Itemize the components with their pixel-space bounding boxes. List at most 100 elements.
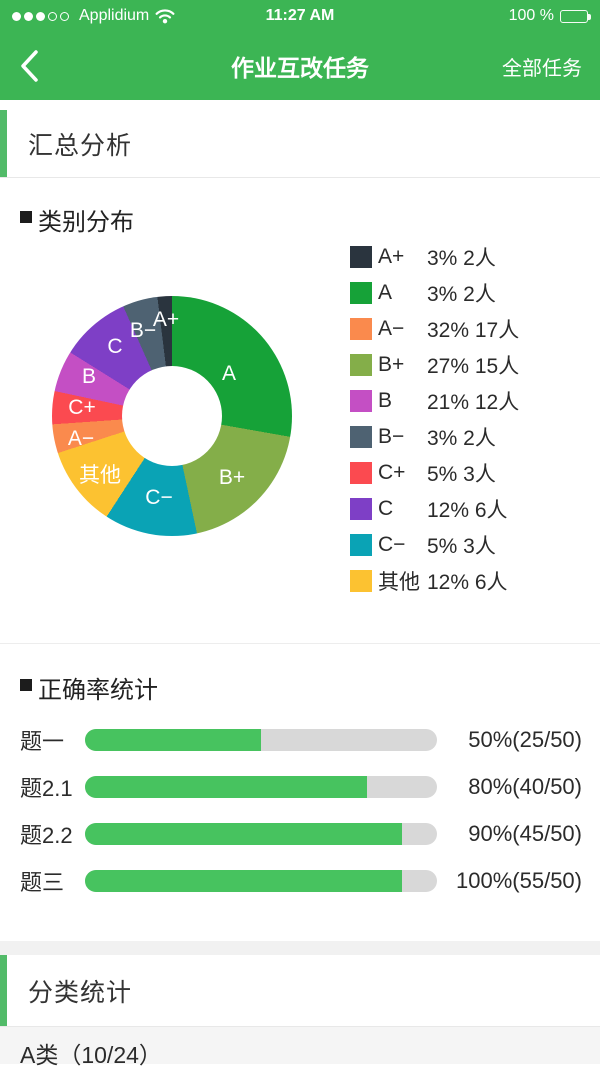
- pie-slice-label: B: [81, 365, 97, 388]
- battery-group: 100 %: [508, 7, 591, 25]
- battery-percent: 100 %: [508, 7, 554, 24]
- legend-item: C+ 5% 3人: [350, 461, 519, 486]
- legend-value: 5% 3人: [427, 535, 496, 558]
- legend-swatch: [350, 318, 372, 340]
- legend-swatch: [350, 390, 372, 412]
- accuracy-label: 题一: [20, 728, 65, 754]
- legend-value: 3% 2人: [427, 247, 496, 270]
- legend-swatch: [350, 354, 372, 376]
- pie-slice-label: A: [221, 362, 237, 385]
- class-list-item[interactable]: A类（10/24）: [0, 1027, 600, 1067]
- nav-bar: 作业互改任务 全部任务: [0, 32, 600, 100]
- legend-label: C: [378, 497, 394, 520]
- legend-value: 5% 3人: [427, 463, 496, 486]
- back-button[interactable]: [18, 49, 58, 83]
- progress-fill: [85, 728, 261, 751]
- accuracy-value: 80%(40/50): [468, 773, 582, 799]
- legend-value: 32% 17人: [427, 319, 520, 342]
- legend-item: A+ 3% 2人: [350, 245, 519, 270]
- accuracy-row: 题一 50%(25/50): [20, 716, 582, 763]
- legend-swatch: [350, 462, 372, 484]
- legend-value: 3% 2人: [427, 283, 496, 306]
- legend-value: 21% 12人: [427, 391, 520, 414]
- legend-label: B+: [378, 353, 405, 376]
- progress-track: [85, 728, 437, 751]
- legend-item: A 3% 2人: [350, 281, 519, 306]
- legend-value: 12% 6人: [427, 571, 508, 594]
- legend-label: B: [378, 389, 393, 412]
- signal-carrier-group: Applidium: [12, 7, 175, 25]
- pie-slice-label: A+: [152, 308, 180, 331]
- accuracy-label: 题三: [20, 869, 65, 895]
- legend-swatch: [350, 498, 372, 520]
- legend-item: B 21% 12人: [350, 389, 519, 414]
- accuracy-row: 题2.1 80%(40/50): [20, 763, 582, 810]
- chevron-left-icon: [18, 49, 40, 83]
- battery-icon: [560, 9, 591, 23]
- status-time: 11:27 AM: [265, 7, 335, 24]
- green-accent-bar: [0, 110, 7, 177]
- progress-fill: [85, 775, 367, 798]
- signal-dot-icon: [24, 11, 33, 21]
- chart-area: A+ A A− B+ B B− C+ C C− 其他 A+ 3% 2人 A 3% 2人 A− 32% 17人…: [0, 232, 600, 644]
- signal-dots-icon: [12, 11, 69, 21]
- pie-slice-label: B−: [129, 319, 157, 342]
- legend-item: B+ 27% 15人: [350, 353, 519, 378]
- carrier-label: Applidium: [79, 7, 150, 24]
- classification-section-header: 分类统计: [0, 955, 600, 1027]
- legend-swatch: [350, 282, 372, 304]
- wifi-icon: [155, 8, 175, 24]
- legend-item: 其他 12% 6人: [350, 570, 519, 594]
- legend-label: 其他: [378, 571, 420, 594]
- accuracy-value: 50%(25/50): [468, 726, 582, 752]
- status-bar: Applidium 11:27 AM 100 %: [0, 0, 600, 32]
- accuracy-row: 题2.2 90%(45/50): [20, 810, 582, 857]
- signal-dot-icon: [48, 11, 57, 21]
- legend-swatch: [350, 534, 372, 556]
- legend-label: A: [378, 281, 393, 304]
- progress-fill: [85, 869, 402, 892]
- progress-track: [85, 869, 437, 892]
- pie-slice-label: C−: [145, 486, 173, 509]
- accuracy-list: 题一 50%(25/50) 题2.1 80%(40/50) 题2.2 90%(45/50)…: [0, 700, 600, 904]
- category-title: 类别分布: [38, 209, 134, 236]
- summary-section-header: 汇总分析: [0, 110, 600, 178]
- progress-track: [85, 822, 437, 845]
- classification-title: 分类统计: [28, 978, 133, 1007]
- signal-dot-icon: [36, 11, 45, 21]
- summary-title: 汇总分析: [28, 131, 133, 160]
- accuracy-title: 正确率统计: [38, 677, 158, 704]
- class-item-label: A类（10/24）: [20, 1042, 162, 1067]
- accuracy-value: 100%(55/50): [456, 867, 582, 893]
- pie-slice-label: A−: [67, 427, 95, 450]
- pie-slice-label: 其他: [79, 464, 121, 487]
- pie-legend: A+ 3% 2人 A 3% 2人 A− 32% 17人 B+ 27% 15人 B 21% 12人 B…: [350, 245, 519, 606]
- accuracy-label: 题2.1: [20, 775, 73, 801]
- pie-slice-label: C: [107, 335, 123, 358]
- pie-slice-label: B+: [218, 466, 246, 489]
- legend-value: 27% 15人: [427, 355, 520, 378]
- legend-swatch: [350, 246, 372, 268]
- all-tasks-button[interactable]: 全部任务: [502, 57, 582, 80]
- legend-value: 3% 2人: [427, 427, 496, 450]
- pie-slice-label: C+: [68, 396, 96, 419]
- accuracy-label: 题2.2: [20, 822, 73, 848]
- legend-label: B−: [378, 425, 405, 448]
- legend-item: B− 3% 2人: [350, 425, 519, 450]
- signal-dot-icon: [12, 11, 21, 21]
- legend-label: C−: [378, 533, 406, 556]
- legend-item: A− 32% 17人: [350, 317, 519, 342]
- signal-dot-icon: [60, 11, 69, 21]
- accuracy-row: 题三 100%(55/50): [20, 857, 582, 904]
- green-accent-bar: [0, 955, 7, 1026]
- legend-swatch: [350, 570, 372, 592]
- legend-item: C− 5% 3人: [350, 533, 519, 558]
- legend-label: A−: [378, 317, 405, 340]
- donut-chart: A+ A A− B+ B B− C+ C C− 其他: [52, 296, 292, 536]
- section-gap: [0, 941, 600, 955]
- legend-value: 12% 6人: [427, 499, 508, 522]
- legend-item: C 12% 6人: [350, 497, 519, 522]
- legend-label: C+: [378, 461, 406, 484]
- category-subheader: 类别分布: [0, 178, 600, 236]
